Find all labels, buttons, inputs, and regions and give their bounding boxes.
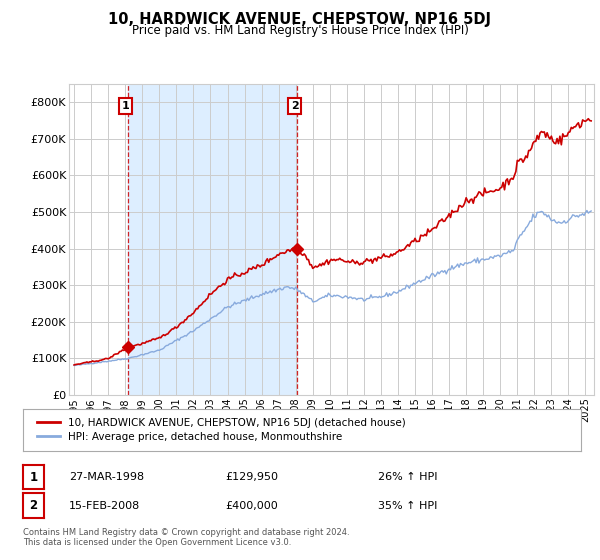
Text: Price paid vs. HM Land Registry's House Price Index (HPI): Price paid vs. HM Land Registry's House … xyxy=(131,24,469,37)
Text: Contains HM Land Registry data © Crown copyright and database right 2024.
This d: Contains HM Land Registry data © Crown c… xyxy=(23,528,349,547)
Text: 27-MAR-1998: 27-MAR-1998 xyxy=(69,472,144,482)
Text: 26% ↑ HPI: 26% ↑ HPI xyxy=(378,472,437,482)
Text: 35% ↑ HPI: 35% ↑ HPI xyxy=(378,501,437,511)
Text: 2: 2 xyxy=(29,499,37,512)
Text: 1: 1 xyxy=(29,470,37,484)
Text: 15-FEB-2008: 15-FEB-2008 xyxy=(69,501,140,511)
Text: 10, HARDWICK AVENUE, CHEPSTOW, NP16 5DJ: 10, HARDWICK AVENUE, CHEPSTOW, NP16 5DJ xyxy=(109,12,491,27)
Text: £400,000: £400,000 xyxy=(225,501,278,511)
Text: £129,950: £129,950 xyxy=(225,472,278,482)
Bar xyxy=(128,84,297,395)
Text: 2: 2 xyxy=(290,101,298,111)
Legend: 10, HARDWICK AVENUE, CHEPSTOW, NP16 5DJ (detached house), HPI: Average price, de: 10, HARDWICK AVENUE, CHEPSTOW, NP16 5DJ … xyxy=(34,414,409,445)
Text: 1: 1 xyxy=(122,101,130,111)
